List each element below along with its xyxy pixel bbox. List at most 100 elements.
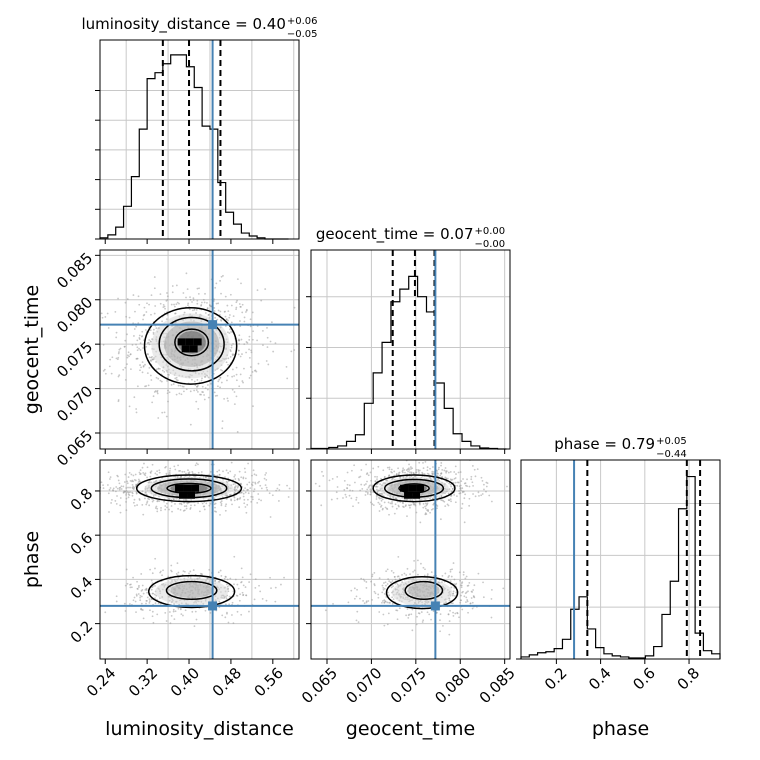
sample-point: [251, 498, 254, 501]
sample-point: [243, 467, 246, 470]
sample-point: [138, 334, 141, 337]
sample-point: [161, 320, 163, 323]
sample-point: [102, 484, 104, 487]
sample-point: [225, 469, 228, 472]
sample-point: [220, 319, 223, 322]
sample-point: [227, 400, 229, 402]
sample-point: [239, 320, 241, 322]
sample-point: [236, 583, 239, 586]
sample-point: [123, 481, 126, 483]
sample-point: [365, 581, 368, 583]
sample-point: [166, 292, 168, 294]
sample-point: [159, 571, 162, 574]
sample-point: [432, 466, 434, 468]
sample-point: [454, 481, 457, 484]
density-peak-cell: [408, 484, 417, 492]
sample-point: [421, 471, 424, 474]
sample-point: [224, 476, 226, 479]
sample-point: [187, 469, 189, 472]
sample-point: [472, 493, 474, 495]
sample-point: [226, 331, 229, 334]
sample-point: [161, 369, 164, 372]
sample-point: [314, 482, 317, 485]
sample-point: [232, 483, 235, 486]
density-peak-cell: [185, 338, 194, 346]
sample-point: [149, 475, 152, 478]
sample-point: [236, 299, 238, 302]
sample-point: [259, 590, 262, 593]
sample-point: [183, 470, 186, 473]
sample-point: [405, 574, 408, 576]
sample-point: [243, 498, 246, 501]
x-tick-label: 0.075: [387, 664, 430, 707]
sample-point: [216, 394, 219, 397]
sample-point: [423, 473, 426, 475]
sample-point: [418, 461, 421, 464]
sample-point: [144, 472, 147, 475]
sample-point: [175, 303, 178, 306]
sample-point: [165, 620, 168, 622]
sample-point: [260, 487, 263, 490]
sample-point: [383, 501, 386, 504]
sample-point: [209, 502, 212, 505]
sample-point: [235, 301, 238, 304]
sample-point: [219, 513, 221, 516]
sample-point: [104, 316, 107, 318]
sample-point: [490, 500, 493, 503]
sample-point: [241, 303, 244, 306]
sample-point: [245, 351, 248, 354]
sample-point: [134, 479, 137, 482]
sample-point: [360, 469, 363, 471]
sample-point: [349, 489, 351, 492]
sample-point: [256, 339, 258, 342]
sample-point: [227, 310, 230, 312]
sample-point: [234, 474, 236, 476]
sample-point: [129, 491, 131, 494]
sample-point: [159, 368, 161, 370]
sample-point: [378, 492, 381, 495]
sample-point: [180, 502, 182, 505]
sample-point: [217, 580, 220, 583]
sample-point: [351, 489, 354, 492]
sample-point: [243, 343, 246, 346]
sample-point: [174, 305, 176, 308]
sample-point: [240, 491, 243, 494]
sample-point: [185, 272, 188, 275]
sample-point: [321, 470, 323, 473]
sample-point: [278, 489, 281, 491]
sample-point: [229, 349, 232, 351]
histogram-panel-phase: phase = 0.79 +0.05 −0.44: [516, 435, 721, 660]
y-tick-label: 0.065: [53, 427, 96, 470]
histogram-title-geocent_time: geocent_time = 0.07: [316, 225, 474, 244]
sample-point: [440, 472, 443, 475]
sample-point: [119, 504, 122, 507]
sample-point: [260, 299, 263, 302]
sample-point: [220, 575, 223, 577]
sample-point: [454, 583, 457, 586]
sample-point: [230, 304, 233, 307]
sample-point: [359, 489, 362, 492]
sample-point: [415, 511, 418, 514]
sample-point: [145, 503, 148, 506]
sample-point: [135, 593, 138, 596]
sample-point: [412, 503, 415, 506]
sample-point: [465, 591, 468, 594]
sample-point: [386, 583, 389, 585]
sample-point: [209, 577, 212, 580]
sample-point: [363, 602, 366, 605]
sample-point: [138, 347, 140, 350]
sample-point: [366, 488, 369, 491]
sample-point: [195, 618, 198, 621]
sample-point: [154, 584, 156, 587]
sample-point: [244, 586, 247, 588]
sample-point: [206, 577, 209, 580]
sample-point: [139, 469, 142, 472]
sample-point: [450, 494, 453, 497]
sample-point: [447, 613, 450, 616]
sample-point: [482, 483, 485, 486]
sample-point: [394, 578, 397, 581]
sample-point: [455, 591, 458, 594]
sample-point: [132, 485, 135, 488]
sample-point: [459, 599, 462, 602]
sample-point: [152, 328, 155, 331]
